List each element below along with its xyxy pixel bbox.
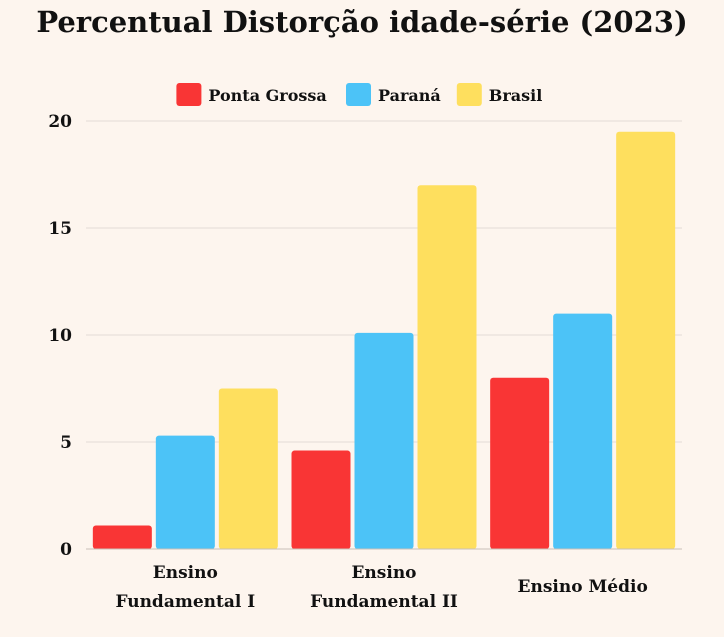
legend: Ponta Grossa Paraná Brasil bbox=[176, 83, 542, 106]
y-tick-label: 20 bbox=[48, 112, 72, 132]
bar-ponta-grossa-2 bbox=[490, 377, 550, 549]
y-tick-label: 10 bbox=[48, 326, 72, 346]
bar-brasil-1 bbox=[417, 185, 477, 549]
bar-brasil-2 bbox=[616, 131, 676, 549]
x-axis-labels: Ensino Fundamental I Ensino Fundamental II E… bbox=[115, 563, 647, 612]
x-category-label: Ensino Médio bbox=[518, 577, 648, 597]
y-tick-label: 0 bbox=[60, 540, 72, 560]
bar-ponta-grossa-0 bbox=[92, 525, 152, 549]
legend-label: Paraná bbox=[378, 86, 441, 105]
y-tick-label: 5 bbox=[60, 433, 72, 453]
x-category-label: Fundamental II bbox=[310, 592, 458, 612]
bar-paran--2 bbox=[553, 313, 613, 549]
legend-label: Brasil bbox=[489, 86, 542, 105]
x-category-label: Ensino bbox=[351, 563, 416, 583]
bars bbox=[92, 131, 676, 549]
y-tick-label: 15 bbox=[48, 219, 72, 239]
legend-swatch-ponta-grossa bbox=[176, 83, 202, 106]
legend-label: Ponta Grossa bbox=[208, 86, 326, 105]
y-axis-ticks: 0 5 10 15 20 bbox=[48, 112, 72, 560]
bar-ponta-grossa-1 bbox=[291, 450, 351, 549]
legend-swatch-paran- bbox=[346, 83, 371, 106]
bar-brasil-0 bbox=[218, 388, 278, 549]
x-category-label: Ensino bbox=[153, 563, 218, 583]
bar-paran--0 bbox=[155, 435, 215, 549]
chart-title: Percentual Distorção idade-série (2023) bbox=[36, 5, 687, 39]
legend-swatch-brasil bbox=[456, 83, 482, 106]
bar-paran--1 bbox=[354, 332, 414, 549]
x-category-label: Fundamental I bbox=[115, 592, 255, 612]
